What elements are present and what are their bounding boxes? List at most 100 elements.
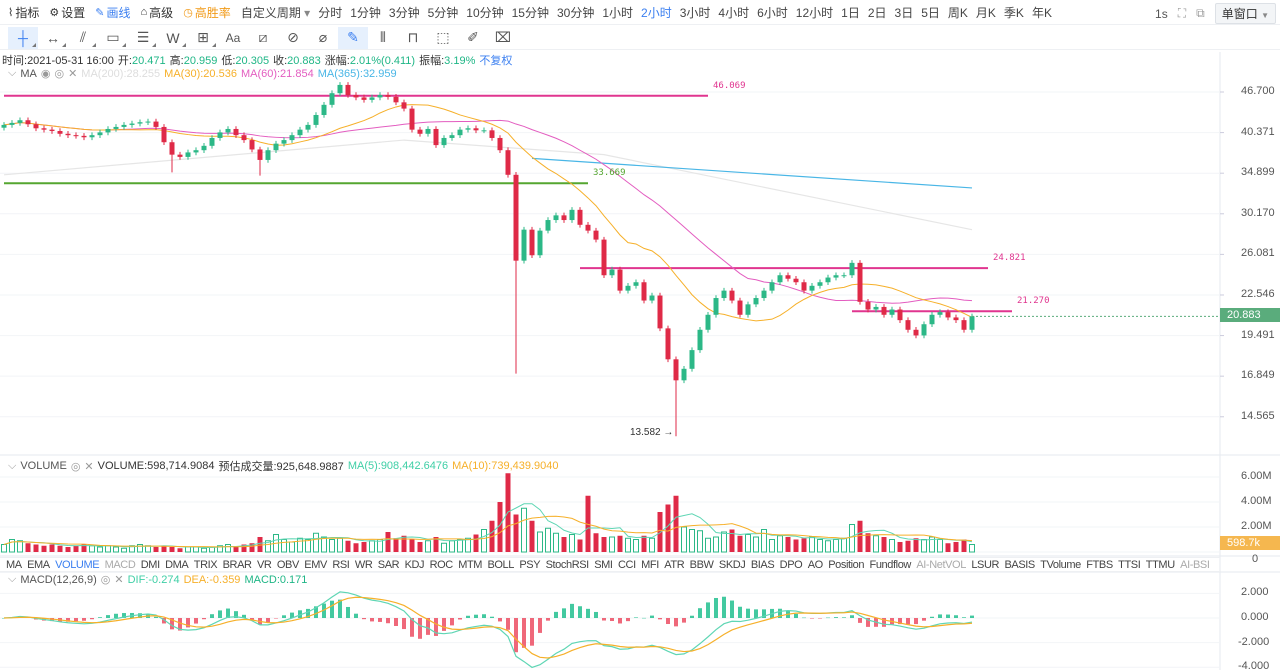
- period-tab[interactable]: 1日: [841, 5, 860, 20]
- indicator-tab[interactable]: TRIX: [193, 558, 218, 571]
- indicator-tab[interactable]: DMI: [140, 558, 160, 571]
- measure-tool-icon[interactable]: ⊞: [188, 27, 218, 49]
- level-price-label[interactable]: 33.669: [593, 168, 626, 179]
- indicator-tab[interactable]: AI-NetVOL: [916, 558, 966, 571]
- screenshot-icon[interactable]: ⧉: [1196, 6, 1205, 20]
- indicator-tab[interactable]: MFI: [641, 558, 659, 571]
- close-icon[interactable]: ✕: [84, 460, 94, 473]
- fib-tool-icon[interactable]: ⧄: [258, 29, 268, 45]
- indicator-tab[interactable]: TTSI: [1118, 558, 1141, 571]
- settings-icon[interactable]: ◎: [100, 574, 111, 586]
- period-tab[interactable]: 6小时: [757, 5, 788, 20]
- indicator-tab[interactable]: AO: [807, 558, 823, 571]
- period-tab[interactable]: 1分钟: [350, 5, 381, 20]
- pencil-tool-icon[interactable]: ✎: [338, 26, 368, 49]
- toolbar-indicator-button[interactable]: ⌇ 指标: [8, 4, 39, 21]
- parallel-channel-tool-icon[interactable]: ☰: [128, 27, 158, 49]
- level-price-label[interactable]: 46.069: [713, 80, 746, 91]
- period-tab[interactable]: 3日: [894, 5, 914, 20]
- window-mode-select[interactable]: 单窗口 ▼: [1214, 3, 1276, 24]
- collapse-chevron-icon[interactable]: ⌵: [8, 573, 17, 585]
- indicator-tab[interactable]: FTBS: [1086, 558, 1113, 571]
- delete-tool-icon[interactable]: ⌧: [494, 29, 512, 45]
- period-tab[interactable]: 4小时: [718, 5, 750, 20]
- period-tab[interactable]: 5日: [921, 5, 940, 20]
- indicator-tab[interactable]: RSI: [332, 558, 350, 571]
- indicator-tab[interactable]: OBV: [276, 558, 299, 571]
- indicator-tab[interactable]: VR: [256, 558, 272, 571]
- wave-tool-icon[interactable]: W: [158, 27, 188, 49]
- collapse-chevron-icon[interactable]: ⌵: [8, 459, 17, 472]
- indicator-tab[interactable]: TTMU: [1145, 558, 1175, 571]
- toolbar-gear-button[interactable]: ⚙ 设置: [49, 4, 85, 21]
- indicator-tab[interactable]: LSUR: [971, 558, 1000, 571]
- level-price-label[interactable]: 21.270: [1017, 296, 1050, 307]
- toolbar-pencil-button[interactable]: ✎ 画线: [95, 4, 130, 21]
- indicator-tab[interactable]: Fundflow: [869, 558, 912, 571]
- indicator-tab[interactable]: SAR: [377, 558, 400, 571]
- period-tab[interactable]: 12小时: [795, 5, 834, 20]
- indicator-tab[interactable]: AI-BSI: [1180, 558, 1210, 571]
- edit-tool-icon[interactable]: ✐: [467, 29, 479, 45]
- period-tab[interactable]: 季K: [1003, 5, 1024, 20]
- period-tab[interactable]: 2日: [867, 5, 887, 20]
- period-tab[interactable]: 年K: [1031, 5, 1052, 20]
- indicator-tab[interactable]: SKDJ: [718, 558, 746, 571]
- period-tab[interactable]: 5分钟: [427, 5, 459, 20]
- indicator-tab[interactable]: MA: [6, 558, 22, 571]
- pattern-tool-icon[interactable]: ⫴: [380, 29, 386, 45]
- gann-tool-icon[interactable]: ⊘: [287, 29, 299, 45]
- indicator-tab[interactable]: ATR: [664, 558, 685, 571]
- ruler-tool-icon[interactable]: ⌀: [318, 29, 328, 45]
- indicator-tab[interactable]: BBW: [689, 558, 714, 571]
- indicator-tab[interactable]: PSY: [519, 558, 541, 571]
- settings-icon[interactable]: ◎: [54, 68, 65, 80]
- indicator-tab[interactable]: TVolume: [1040, 558, 1081, 571]
- period-tab[interactable]: 1小时: [602, 5, 634, 20]
- settings-icon[interactable]: ◎: [70, 460, 81, 473]
- period-tab[interactable]: 周K: [947, 5, 968, 20]
- level-price-label[interactable]: 24.821: [993, 253, 1026, 264]
- eye-icon[interactable]: ◉: [40, 68, 51, 80]
- magnet-tool-icon[interactable]: ⬚: [436, 29, 450, 45]
- period-tab[interactable]: 3分钟: [388, 5, 420, 20]
- toolbar-advanced-button[interactable]: ⌂ 高级: [141, 4, 174, 21]
- indicator-tab[interactable]: WR: [354, 558, 373, 571]
- indicator-tab[interactable]: VOLUME: [55, 558, 100, 571]
- indicator-tab[interactable]: Position: [828, 558, 865, 571]
- indicator-tab[interactable]: MTM: [458, 558, 483, 571]
- indicator-tab[interactable]: KDJ: [404, 558, 425, 571]
- toolbar-clock-button[interactable]: ◷ 高胜率: [183, 4, 231, 21]
- lock-tool-icon[interactable]: ⊓: [407, 29, 419, 45]
- collapse-chevron-icon[interactable]: ⌵: [8, 67, 17, 79]
- custom-period-dropdown[interactable]: 自定义周期 ▾: [241, 4, 310, 21]
- horizontal-segment-tool-icon[interactable]: ↔: [38, 27, 68, 49]
- fullscreen-icon[interactable]: ⛶: [1177, 6, 1187, 20]
- period-tab[interactable]: 分时: [318, 5, 343, 20]
- rectangle-tool-icon[interactable]: ▭: [98, 27, 128, 49]
- indicator-tab[interactable]: EMA: [27, 558, 50, 571]
- indicator-tab[interactable]: EMV: [304, 558, 327, 571]
- indicator-tab[interactable]: BIAS: [750, 558, 775, 571]
- crosshair-tool-icon[interactable]: ┼: [8, 26, 38, 49]
- period-tab[interactable]: 3小时: [679, 5, 711, 20]
- text-tool-icon[interactable]: Aa: [225, 30, 241, 45]
- trend-lines-tool-icon[interactable]: ⫽: [68, 27, 98, 49]
- indicator-tab[interactable]: MACD: [104, 558, 136, 571]
- refresh-interval[interactable]: 1s: [1155, 6, 1168, 21]
- period-tab[interactable]: 10分钟: [466, 5, 504, 20]
- indicator-tab[interactable]: BOLL: [487, 558, 514, 571]
- indicator-tab[interactable]: CCI: [617, 558, 636, 571]
- indicator-tab[interactable]: DPO: [779, 558, 803, 571]
- adjust-mode-link[interactable]: 不复权: [479, 55, 513, 67]
- period-tab[interactable]: 月K: [975, 5, 996, 20]
- indicator-tab[interactable]: DMA: [165, 558, 189, 571]
- indicator-tab[interactable]: SMI: [594, 558, 613, 571]
- indicator-tab[interactable]: ROC: [429, 558, 454, 571]
- close-icon[interactable]: ✕: [114, 574, 124, 586]
- indicator-tab[interactable]: BASIS: [1004, 558, 1035, 571]
- close-icon[interactable]: ✕: [68, 68, 78, 80]
- period-tab[interactable]: 15分钟: [511, 5, 549, 20]
- period-tab[interactable]: 30分钟: [556, 5, 595, 20]
